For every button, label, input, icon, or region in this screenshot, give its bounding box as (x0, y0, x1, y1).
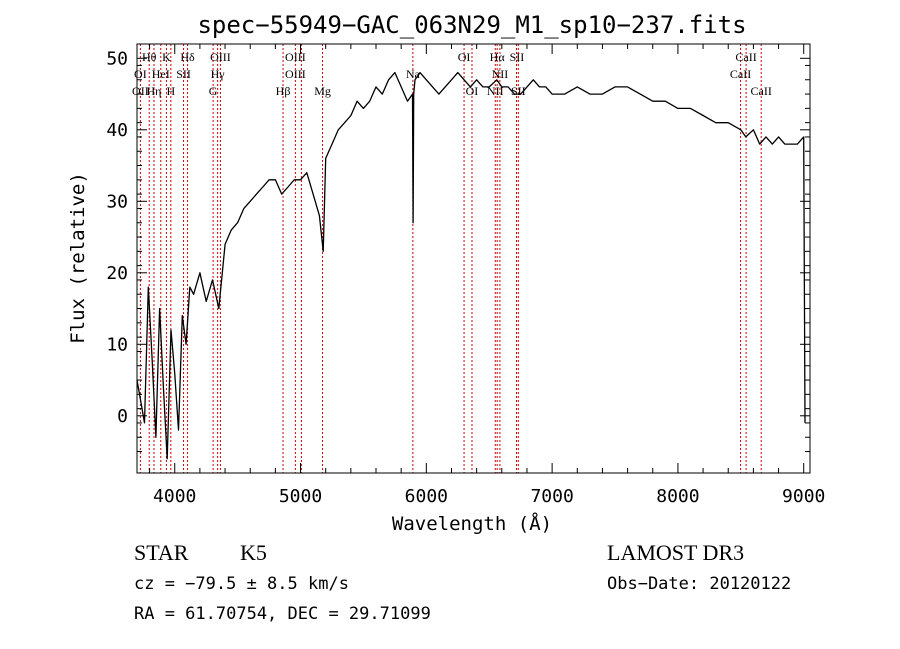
x-tick-label: 7000 (530, 486, 573, 507)
line-label: CaII (751, 84, 772, 98)
y-tick-label: 50 (106, 48, 128, 69)
chart-title: spec−55949−GAC_063N29_M1_sp10−237.fits (197, 11, 746, 39)
x-axis-label: Wavelength (Å) (392, 512, 552, 535)
y-axis-label: Flux (relative) (67, 172, 89, 344)
line-label: G (209, 84, 218, 98)
line-label: NII (487, 84, 504, 98)
line-label: Hδ (180, 50, 195, 64)
line-label: OI (466, 84, 479, 98)
line-label: NII (492, 67, 509, 81)
line-label: H (167, 84, 176, 98)
x-tick-label: 8000 (656, 486, 699, 507)
line-label: Hα (490, 50, 506, 64)
line-label: HeI (152, 67, 170, 81)
line-label: CaII (730, 67, 751, 81)
ra-dec: RA = 61.70754, DEC = 29.71099 (134, 604, 431, 624)
line-label: OII (132, 84, 149, 98)
object-class: STAR (134, 540, 189, 565)
line-label: Mg (314, 84, 331, 98)
x-tick-label: 5000 (279, 486, 322, 507)
y-axis-ticks: 0 10 20 30 40 50 (106, 48, 810, 453)
line-label: Hγ (211, 67, 226, 81)
y-tick-label: 0 (117, 406, 128, 427)
x-tick-label: 9000 (782, 486, 825, 507)
x-axis-ticks: 4000 5000 6000 7000 8000 9000 (149, 44, 825, 507)
line-label: OI (134, 67, 147, 81)
y-tick-label: 40 (106, 120, 128, 141)
x-tick-label: 6000 (405, 486, 448, 507)
y-tick-label: 10 (106, 334, 128, 355)
spectrum-line (136, 71, 806, 460)
object-subclass: K5 (240, 540, 267, 565)
line-label: K (162, 50, 171, 64)
line-label: OI (458, 50, 471, 64)
line-label: OIII (210, 50, 231, 64)
line-label: Hη (147, 84, 162, 98)
line-label: CaII (735, 50, 756, 64)
line-label: OIII (285, 50, 306, 64)
line-label: Hθ (142, 50, 157, 64)
y-tick-label: 30 (106, 191, 128, 212)
line-label: SII (510, 50, 525, 64)
y-tick-label: 20 (106, 263, 128, 284)
line-label: OIII (285, 67, 306, 81)
redshift-cz: cz = −79.5 ± 8.5 km/s (134, 574, 349, 594)
observation-date: Obs−Date: 20120122 (607, 574, 791, 594)
survey-name: LAMOST DR3 (607, 540, 744, 565)
plot-frame (136, 43, 811, 474)
line-label: Hβ (276, 84, 291, 98)
line-label: SII (176, 67, 191, 81)
x-tick-label: 4000 (153, 486, 196, 507)
spectral-line-markers (139, 44, 762, 473)
